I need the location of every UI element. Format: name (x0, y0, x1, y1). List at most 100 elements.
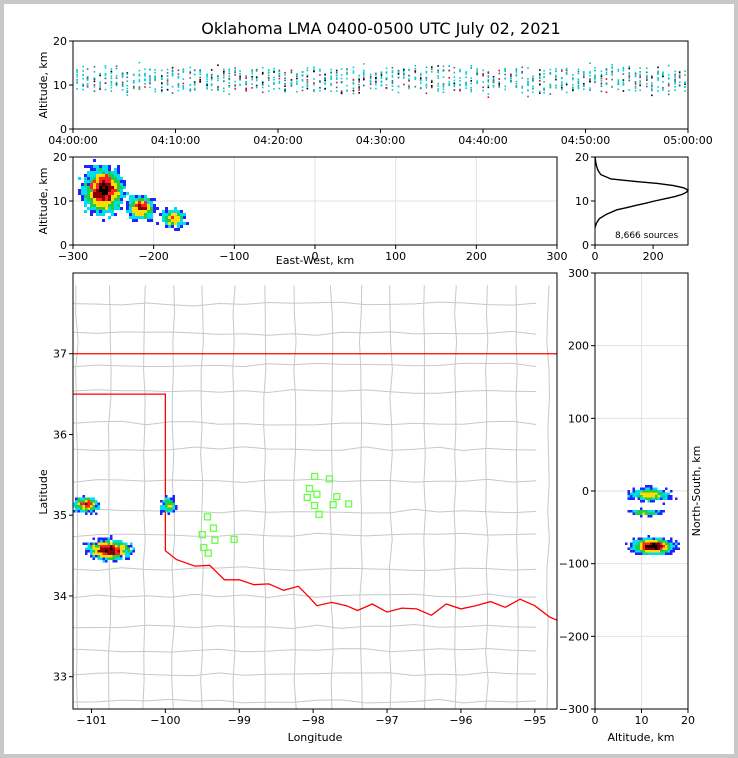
density-cell (652, 487, 655, 490)
density-cell (642, 492, 645, 495)
density-cell (120, 550, 123, 553)
northsouth-altitude-xlabel: Altitude, km (607, 731, 674, 744)
density-cell (635, 542, 638, 545)
source-point (346, 73, 348, 75)
source-point (166, 68, 169, 71)
density-cell (165, 210, 168, 213)
source-point (510, 73, 512, 76)
density-cell (670, 547, 673, 550)
source-point (555, 70, 557, 73)
density-cell (144, 216, 147, 219)
source-point (549, 72, 552, 75)
density-cell (655, 495, 658, 498)
time-tick-label: 04:10:00 (151, 134, 200, 147)
density-cell (645, 512, 648, 515)
source-point (430, 81, 433, 84)
source-point (76, 73, 78, 76)
source-point (385, 78, 388, 81)
density-cell (84, 177, 87, 180)
density-cell (662, 542, 665, 545)
source-point (408, 78, 410, 80)
density-cell (100, 545, 103, 548)
density-cell (647, 552, 650, 555)
source-point (358, 92, 360, 94)
alt-tick-label: 10 (635, 714, 649, 727)
density-cell (160, 512, 163, 515)
source-point (408, 68, 410, 71)
density-cell (135, 216, 138, 219)
source-point (611, 63, 613, 66)
density-cell (81, 186, 84, 189)
density-cell (650, 512, 653, 515)
source-point (419, 77, 422, 80)
source-point (182, 78, 185, 80)
source-point (555, 74, 557, 77)
source-point (210, 76, 213, 79)
density-cell (87, 201, 90, 204)
source-point (442, 76, 445, 79)
density-cell (667, 497, 670, 500)
density-cell (160, 507, 163, 510)
density-cell (650, 495, 653, 498)
density-cell (627, 510, 630, 513)
source-point (121, 88, 124, 91)
density-cell (112, 542, 115, 545)
density-cell (117, 198, 120, 201)
density-cell (97, 557, 100, 560)
county-line (73, 478, 537, 484)
density-cell (657, 490, 660, 493)
source-point (465, 87, 467, 89)
density-cell (174, 219, 177, 222)
source-point (171, 66, 174, 69)
density-cell (637, 540, 640, 543)
density-cell (162, 505, 165, 508)
source-point (340, 68, 343, 70)
density-cell (80, 497, 83, 500)
source-point (76, 70, 78, 73)
station-marker (200, 543, 208, 552)
source-point (667, 83, 670, 85)
source-point (470, 90, 473, 93)
density-cell (107, 542, 110, 545)
density-cell (73, 510, 75, 513)
density-cell (115, 557, 118, 560)
density-cell (637, 490, 640, 493)
source-point (362, 78, 365, 81)
source-point (492, 86, 495, 88)
density-cell (640, 537, 643, 540)
density-cell (657, 510, 660, 513)
source-point (335, 81, 338, 84)
source-point (375, 87, 377, 90)
time-tick-label: 05:00:00 (663, 134, 712, 147)
density-cell (107, 552, 110, 555)
density-cell (115, 540, 118, 543)
density-cell (105, 165, 108, 168)
ew-tick-label: −100 (219, 250, 249, 263)
density-cell (632, 550, 635, 553)
source-point (228, 93, 231, 95)
source-point (284, 77, 286, 80)
density-cell (640, 492, 643, 495)
density-cell (652, 497, 655, 500)
source-point (521, 71, 524, 73)
source-point (115, 67, 118, 70)
source-point (657, 66, 659, 69)
source-point (104, 74, 107, 77)
source-point (177, 73, 180, 75)
density-cell (120, 552, 123, 555)
source-point (674, 75, 676, 77)
source-point (572, 78, 574, 81)
density-cell (660, 537, 663, 540)
source-point (210, 75, 213, 78)
source-point (380, 71, 383, 73)
source-point (437, 75, 439, 77)
density-cell (672, 542, 675, 545)
source-point (99, 74, 101, 77)
density-cell (127, 555, 130, 558)
density-cell (662, 540, 665, 543)
density-cell (90, 542, 93, 545)
source-point (391, 76, 394, 78)
source-point (617, 79, 620, 81)
density-cell (105, 168, 108, 171)
density-cell (660, 552, 663, 555)
